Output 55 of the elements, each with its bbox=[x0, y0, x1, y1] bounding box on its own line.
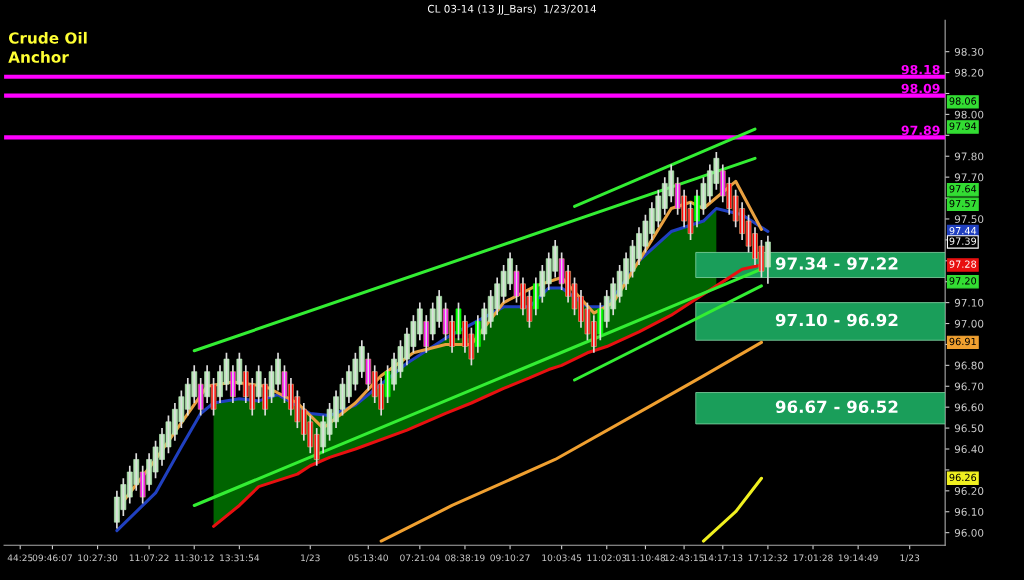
x-tick-label: 44:25 bbox=[7, 554, 33, 562]
y-tick-label: 96.60 bbox=[954, 403, 984, 412]
annotation: 97.44 bbox=[949, 226, 977, 235]
x-tick-label: 1/23 bbox=[900, 554, 920, 562]
ref-line-label: 98.18 bbox=[901, 64, 940, 75]
y-tick-label: 98.20 bbox=[954, 68, 984, 77]
x-tick-label: 09:10:27 bbox=[490, 554, 530, 562]
x-tick-label: 11:07:22 bbox=[129, 554, 169, 562]
y-tick-label: 96.00 bbox=[954, 528, 984, 537]
annotation: 97.28 bbox=[949, 260, 977, 268]
band-label: 96.67 - 96.52 bbox=[775, 400, 898, 414]
y-tick-label: 97.70 bbox=[954, 173, 984, 182]
x-tick-label: 1/23 bbox=[301, 554, 320, 562]
x-tick-label: 17:01:28 bbox=[793, 554, 833, 562]
annotation: 96.91 bbox=[949, 337, 976, 346]
x-tick-label: 14:17:13 bbox=[703, 554, 743, 562]
annotation: 97.20 bbox=[949, 277, 977, 285]
band-label: 97.34 - 97.22 bbox=[775, 257, 898, 270]
band-label: 97.10 - 96.92 bbox=[775, 313, 898, 327]
annotation: 97.64 bbox=[949, 185, 977, 193]
annotation: Crude Oil bbox=[8, 31, 87, 44]
y-tick-label: 96.80 bbox=[954, 361, 984, 370]
annotation: 97.39 bbox=[949, 237, 977, 245]
x-tick-label: 10:03:45 bbox=[542, 554, 582, 562]
x-tick-label: 09:46:07 bbox=[32, 554, 72, 562]
y-tick-label: 97.50 bbox=[954, 215, 984, 224]
x-tick-label: 07:21:04 bbox=[400, 554, 440, 562]
annotation: Anchor bbox=[8, 51, 69, 63]
x-tick-label: 11:10:48 bbox=[626, 554, 666, 562]
y-tick-label: 98.00 bbox=[954, 110, 984, 119]
x-tick-label: 19:14:49 bbox=[838, 554, 878, 562]
annotation: 96.26 bbox=[949, 473, 977, 482]
annotation: 98.06 bbox=[949, 97, 977, 105]
y-tick-label: 97.80 bbox=[954, 152, 984, 161]
y-tick-label: 96.50 bbox=[954, 424, 984, 433]
ref-line-label: 97.89 bbox=[901, 125, 940, 135]
x-tick-label: 11:30:12 bbox=[174, 554, 214, 562]
x-tick-label: 10:27:30 bbox=[78, 554, 118, 562]
x-tick-label: 13:31:54 bbox=[220, 554, 260, 562]
y-tick-label: 96.70 bbox=[954, 382, 984, 391]
annotation: 97.57 bbox=[949, 199, 976, 208]
x-tick-label: 05:13:40 bbox=[348, 554, 388, 562]
y-tick-label: 96.40 bbox=[954, 445, 984, 454]
x-tick-label: 11:02:03 bbox=[587, 554, 627, 562]
y-tick-label: 97.10 bbox=[954, 298, 984, 307]
ref-line-label: 98.09 bbox=[901, 83, 940, 94]
x-tick-label: 12:43:15 bbox=[664, 554, 704, 562]
y-tick-label: 97.00 bbox=[954, 319, 984, 328]
x-tick-label: 17:12:32 bbox=[748, 554, 788, 562]
annotation: 97.94 bbox=[949, 122, 977, 130]
y-tick-label: 98.30 bbox=[954, 47, 984, 56]
x-tick-label: 08:38:19 bbox=[445, 554, 485, 562]
y-tick-label: 96.20 bbox=[954, 487, 984, 495]
chart-title: CL 03-14 (13 JJ_Bars) 1/23/2014 bbox=[427, 4, 597, 15]
y-tick-label: 96.10 bbox=[954, 507, 984, 516]
